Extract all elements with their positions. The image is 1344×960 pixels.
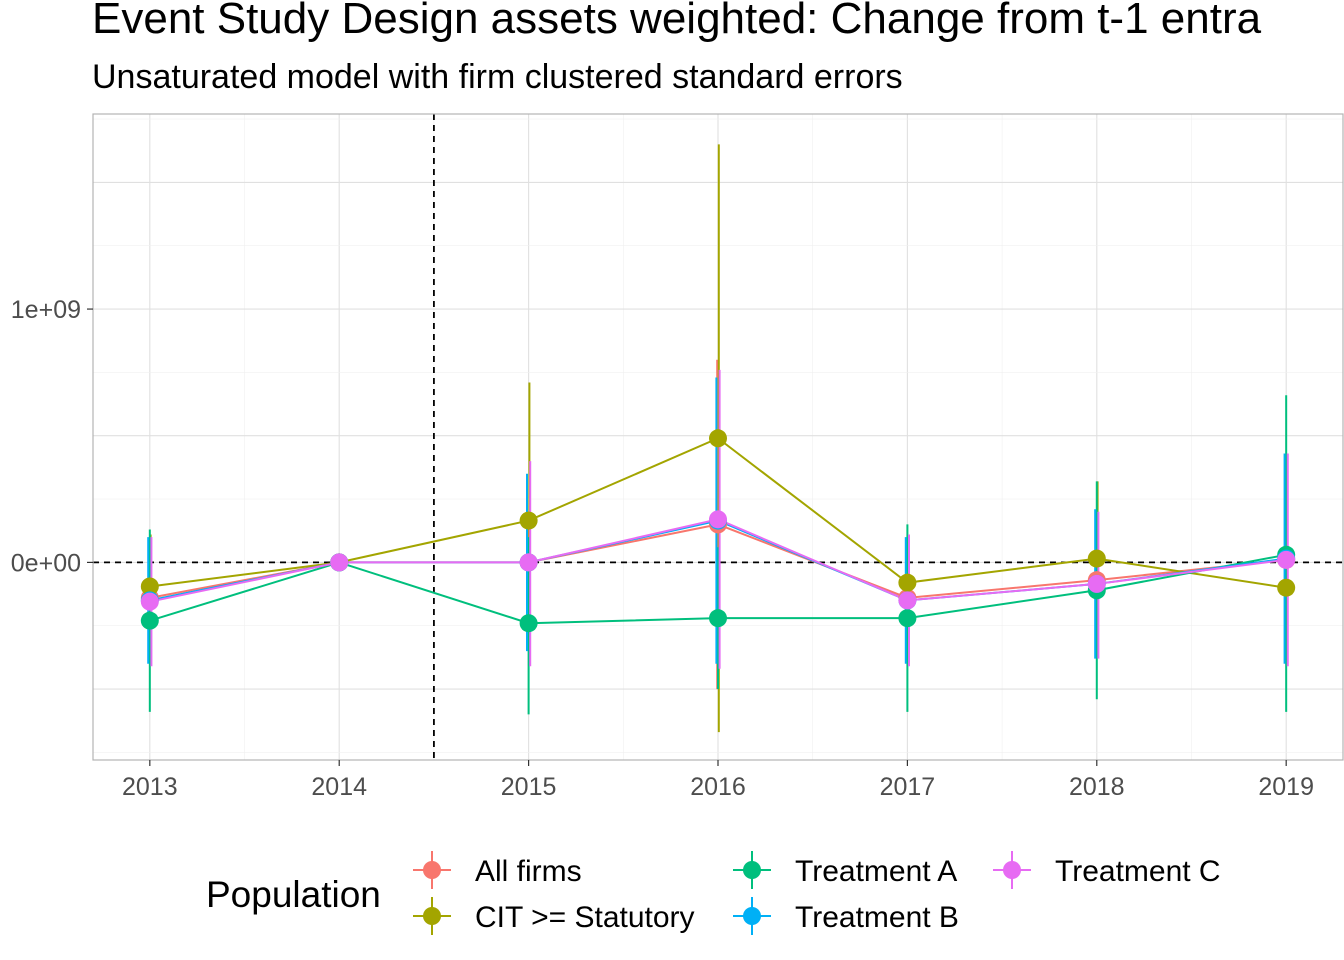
legend-label: Treatment A: [795, 855, 957, 888]
legend-label: All firms: [475, 855, 582, 888]
data-point: [1087, 549, 1106, 568]
points-treatment-c: [140, 510, 1296, 611]
legend-label: Treatment C: [1055, 855, 1221, 888]
data-point: [709, 429, 727, 448]
legend-item-treatment-b: Treatment B: [733, 897, 959, 935]
x-tick-label: 2017: [880, 773, 936, 801]
legend-label: Treatment B: [795, 901, 959, 934]
data-point: [1087, 574, 1106, 593]
data-point: [140, 592, 159, 611]
legend-label: CIT >= Statutory: [475, 901, 695, 934]
data-point: [898, 609, 917, 628]
axes: 2013 2014 2015 2016 2017 2018 2019 0e+00 1e+09: [11, 296, 1314, 801]
legend-key-point: [1003, 861, 1021, 879]
chart-subtitle: Unsaturated model with firm clustered st…: [92, 58, 903, 96]
data-point: [519, 553, 538, 572]
legend-item-cit-statutory: CIT >= Statutory: [413, 897, 695, 935]
legend: Population All firms CIT >= Statutory Treat…: [206, 851, 1221, 935]
data-point: [140, 577, 159, 596]
legend-key-point: [743, 907, 761, 925]
chart-title: Event Study Design assets weighted: Chan…: [92, 0, 1262, 43]
series-points: [140, 429, 1296, 633]
data-point: [519, 614, 538, 633]
data-point: [140, 611, 159, 630]
data-point: [1277, 578, 1296, 597]
legend-item-treatment-a: Treatment A: [733, 851, 957, 889]
data-point: [1277, 550, 1296, 569]
x-tick-label: 2013: [122, 773, 178, 801]
y-tick-label: 1e+09: [11, 296, 81, 324]
data-point: [519, 511, 538, 530]
legend-key-point: [423, 861, 441, 879]
reference-lines: [93, 114, 1343, 760]
x-tick-label: 2019: [1258, 773, 1314, 801]
x-tick-label: 2016: [690, 773, 746, 801]
data-point: [709, 510, 727, 529]
legend-key-point: [743, 861, 761, 879]
y-tick-label: 0e+00: [11, 549, 81, 577]
legend-key-point: [423, 907, 441, 925]
legend-title: Population: [206, 874, 381, 915]
data-point: [330, 553, 349, 572]
legend-item-all-firms: All firms: [413, 851, 582, 889]
data-point: [898, 591, 917, 610]
data-point: [898, 573, 917, 592]
x-tick-label: 2014: [311, 773, 367, 801]
data-point: [709, 609, 727, 628]
x-tick-label: 2018: [1069, 773, 1125, 801]
series-layer: [140, 144, 1296, 733]
legend-item-treatment-c: Treatment C: [993, 851, 1221, 889]
x-tick-label: 2015: [501, 773, 557, 801]
